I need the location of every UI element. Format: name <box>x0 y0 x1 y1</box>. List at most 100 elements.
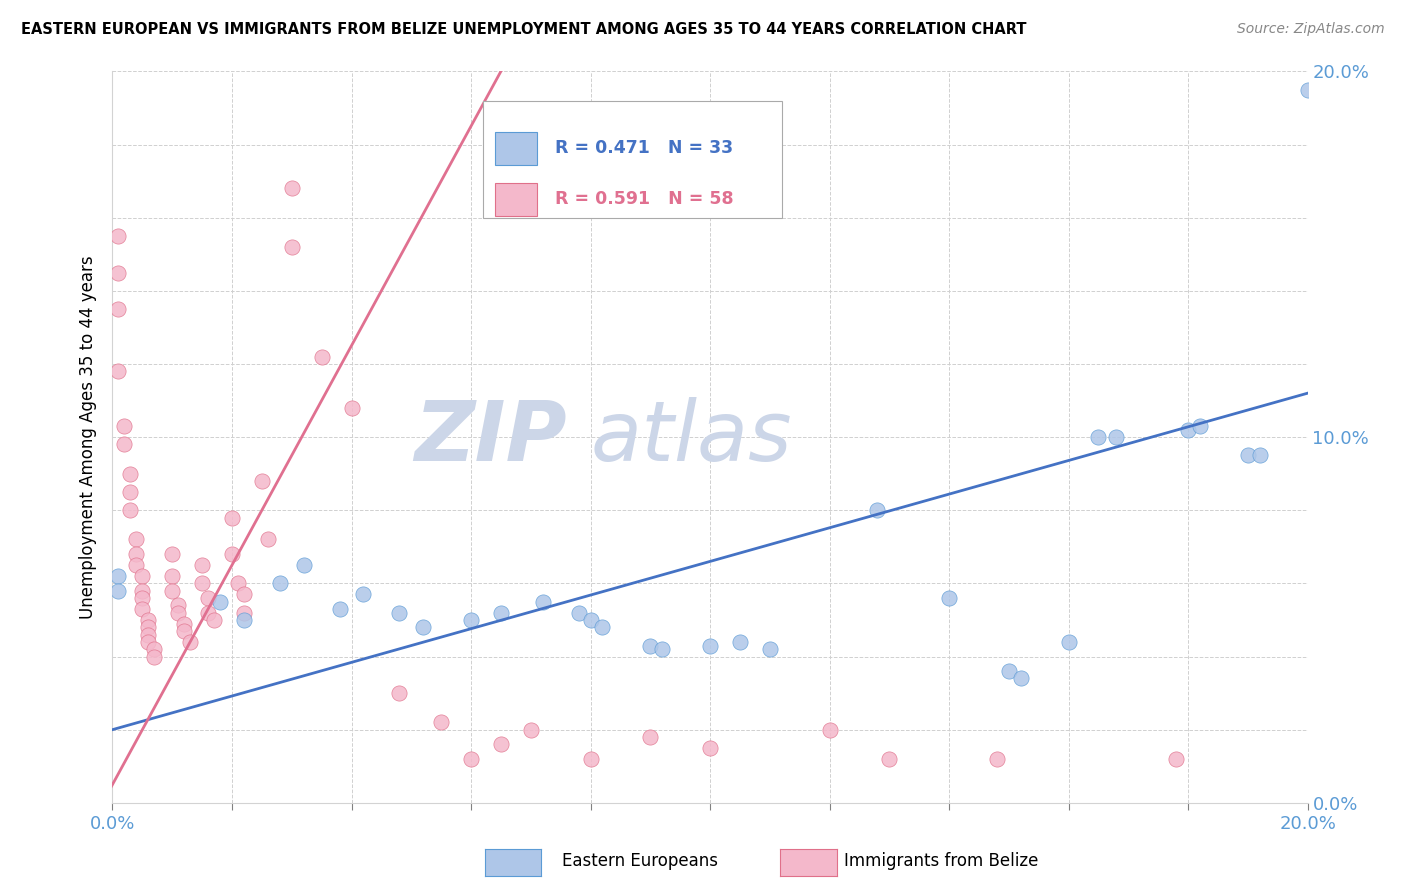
Point <box>120 503 142 517</box>
Point <box>1010 672 1032 686</box>
Point <box>191 558 214 573</box>
Point <box>131 569 153 583</box>
Point <box>107 583 129 598</box>
Point <box>412 620 434 634</box>
Point <box>221 510 243 524</box>
Point <box>162 547 183 561</box>
Point <box>579 752 602 766</box>
Point <box>226 576 249 591</box>
Point <box>138 627 160 641</box>
Point <box>1237 448 1260 462</box>
Point <box>197 606 219 620</box>
Point <box>197 591 219 605</box>
Text: R = 0.591   N = 58: R = 0.591 N = 58 <box>554 190 734 209</box>
Point <box>179 635 201 649</box>
Point <box>998 664 1021 678</box>
Point <box>520 723 543 737</box>
Point <box>460 752 482 766</box>
Point <box>1296 82 1319 96</box>
Point <box>233 606 256 620</box>
Point <box>167 606 190 620</box>
Text: EASTERN EUROPEAN VS IMMIGRANTS FROM BELIZE UNEMPLOYMENT AMONG AGES 35 TO 44 YEAR: EASTERN EUROPEAN VS IMMIGRANTS FROM BELI… <box>21 22 1026 37</box>
Point <box>579 613 602 627</box>
Point <box>120 485 142 500</box>
Point <box>281 181 304 195</box>
Point <box>269 576 291 591</box>
Point <box>209 594 232 608</box>
Point <box>353 587 375 601</box>
Point <box>651 642 673 657</box>
Point <box>114 437 135 451</box>
Point <box>938 591 960 605</box>
Point <box>125 533 148 547</box>
Point <box>699 740 721 755</box>
Bar <box>495 183 537 216</box>
Text: R = 0.471   N = 33: R = 0.471 N = 33 <box>554 139 733 157</box>
Point <box>107 229 129 244</box>
Text: atlas: atlas <box>591 397 792 477</box>
Point <box>388 686 411 700</box>
Point <box>489 606 512 620</box>
Point <box>114 419 135 434</box>
Point <box>1087 430 1109 444</box>
Point <box>167 599 190 613</box>
Point <box>138 635 160 649</box>
Point <box>531 594 554 608</box>
Point <box>568 606 591 620</box>
Point <box>221 547 243 561</box>
Point <box>1249 448 1271 462</box>
Point <box>257 533 280 547</box>
Point <box>162 569 183 583</box>
Point <box>233 587 256 601</box>
Point <box>131 602 153 616</box>
Point <box>1177 423 1199 437</box>
Point <box>131 591 153 605</box>
Text: Eastern Europeans: Eastern Europeans <box>562 852 718 870</box>
Bar <box>495 132 537 165</box>
Point <box>107 266 129 280</box>
Point <box>592 620 614 634</box>
Point <box>138 613 160 627</box>
Point <box>233 613 256 627</box>
Text: ZIP: ZIP <box>413 397 567 477</box>
Point <box>388 606 411 620</box>
Text: Immigrants from Belize: Immigrants from Belize <box>844 852 1038 870</box>
Point <box>191 576 214 591</box>
Point <box>143 642 166 657</box>
Point <box>1105 430 1128 444</box>
Point <box>138 620 160 634</box>
Point <box>879 752 901 766</box>
Point <box>329 602 352 616</box>
Point <box>430 715 453 730</box>
Point <box>728 635 751 649</box>
Point <box>340 401 363 415</box>
Point <box>311 350 333 364</box>
Point <box>162 583 183 598</box>
Point <box>986 752 1008 766</box>
Point <box>460 613 482 627</box>
Point <box>640 730 662 744</box>
Y-axis label: Unemployment Among Ages 35 to 44 years: Unemployment Among Ages 35 to 44 years <box>79 255 97 619</box>
Point <box>292 558 315 573</box>
Point <box>640 639 662 653</box>
Point <box>489 737 512 751</box>
Point <box>131 583 153 598</box>
Point <box>120 467 142 481</box>
Point <box>250 474 273 488</box>
Point <box>107 301 129 317</box>
Point <box>1189 419 1212 434</box>
Point <box>107 364 129 378</box>
Point <box>107 569 129 583</box>
Point <box>281 240 304 254</box>
Point <box>173 624 195 638</box>
Point <box>699 639 721 653</box>
Point <box>143 649 166 664</box>
Point <box>202 613 225 627</box>
Point <box>759 642 782 657</box>
Point <box>866 503 889 517</box>
FancyBboxPatch shape <box>484 101 782 218</box>
Point <box>173 616 195 631</box>
Point <box>1166 752 1188 766</box>
Text: Source: ZipAtlas.com: Source: ZipAtlas.com <box>1237 22 1385 37</box>
Point <box>818 723 841 737</box>
